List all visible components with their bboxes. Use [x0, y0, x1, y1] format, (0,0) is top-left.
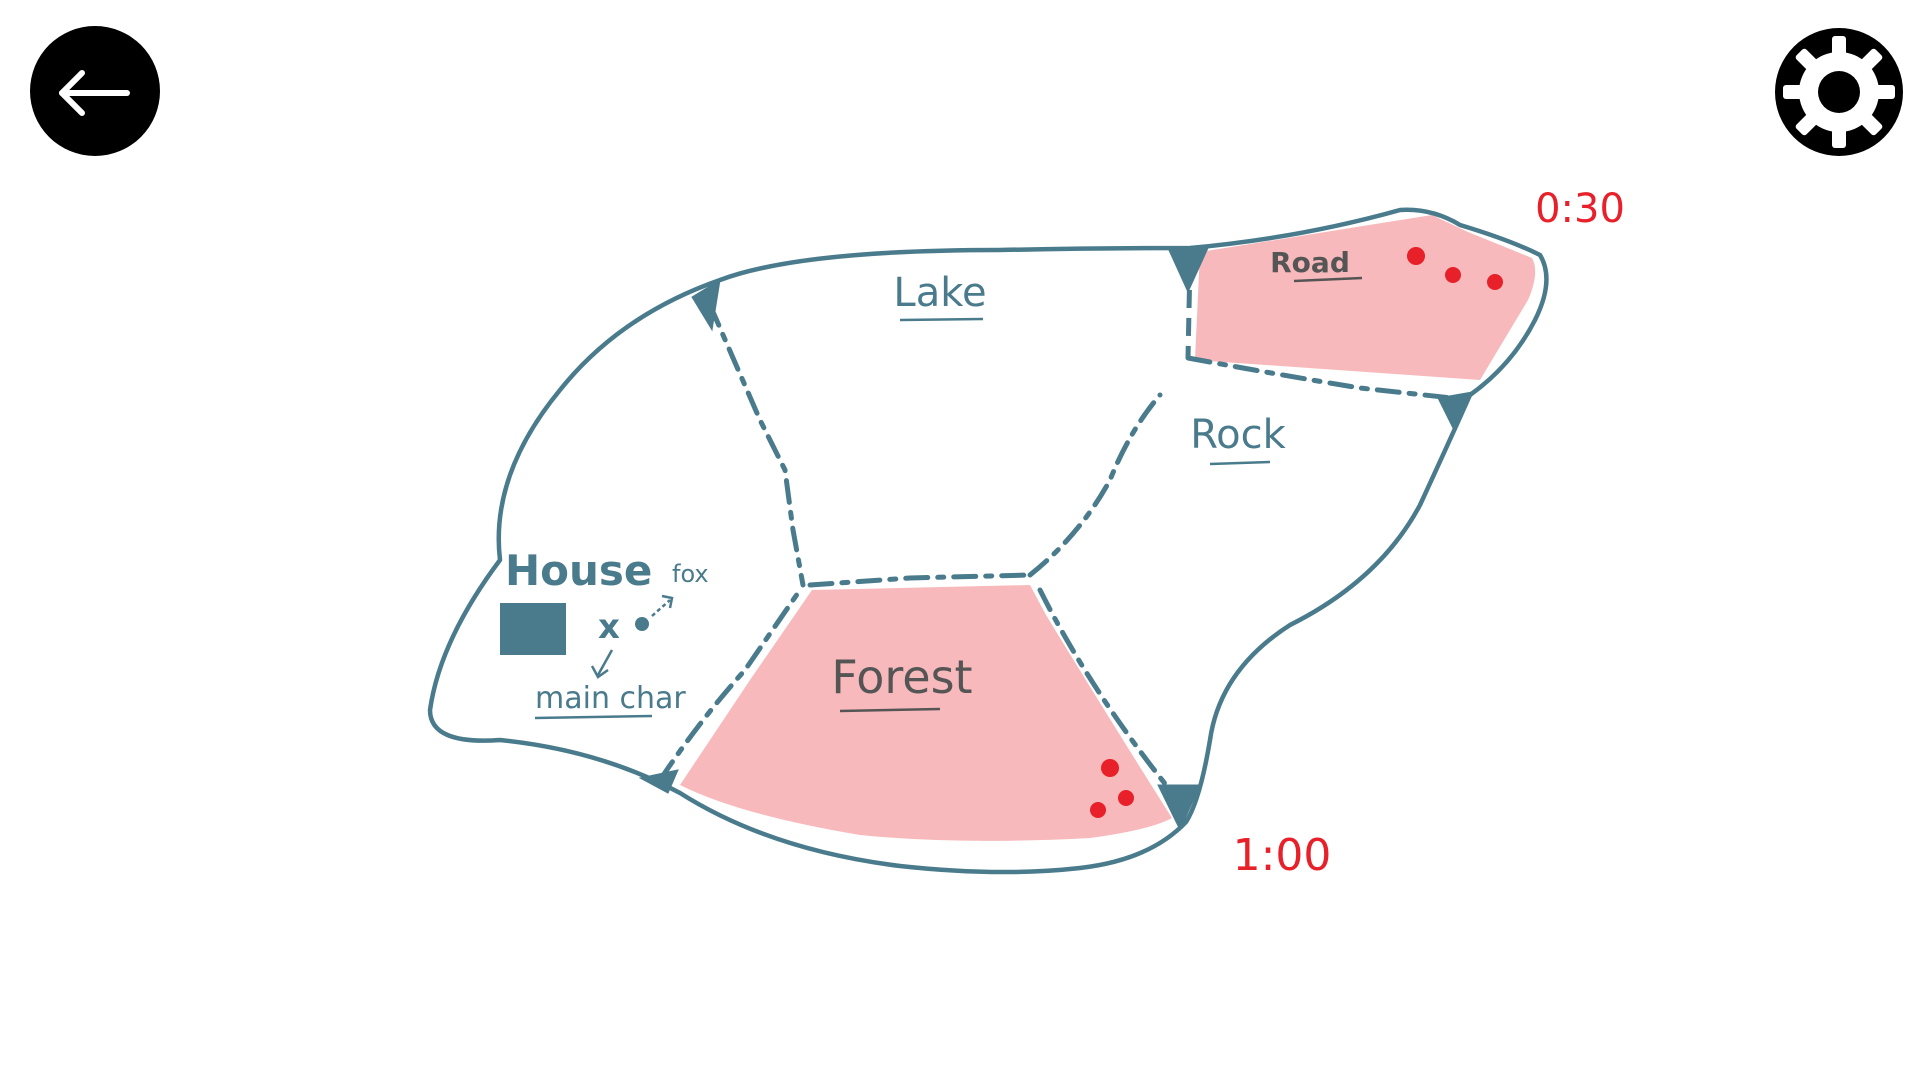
forest-timer: 1:00 — [1233, 830, 1332, 881]
enemy-dot[interactable] — [1407, 247, 1425, 265]
house-label[interactable]: House — [505, 546, 652, 595]
fox-marker[interactable] — [635, 617, 649, 631]
enemy-dot[interactable] — [1101, 759, 1119, 777]
settings-button[interactable] — [1773, 26, 1905, 158]
road-label[interactable]: Road — [1270, 246, 1350, 279]
map-boundary — [427, 207, 1549, 875]
arrow-left-icon — [59, 70, 130, 116]
gear-icon — [1775, 28, 1903, 156]
main-char-label: main char — [535, 681, 686, 716]
main-char-marker[interactable]: x — [598, 607, 620, 647]
forest-zone[interactable] — [680, 585, 1172, 841]
lake-label[interactable]: Lake — [893, 270, 986, 316]
fox-label: fox — [672, 560, 709, 588]
enemy-dot[interactable] — [1118, 790, 1134, 806]
house-marker[interactable] — [500, 603, 566, 655]
forest-label[interactable]: Forest — [831, 650, 972, 704]
back-button[interactable] — [30, 26, 160, 156]
enemy-dot[interactable] — [1487, 274, 1503, 290]
rock-label[interactable]: Rock — [1190, 412, 1286, 458]
road-timer: 0:30 — [1535, 186, 1625, 232]
enemy-dot[interactable] — [1090, 802, 1106, 818]
enemy-dot[interactable] — [1445, 267, 1461, 283]
road-zone[interactable] — [1195, 215, 1536, 380]
